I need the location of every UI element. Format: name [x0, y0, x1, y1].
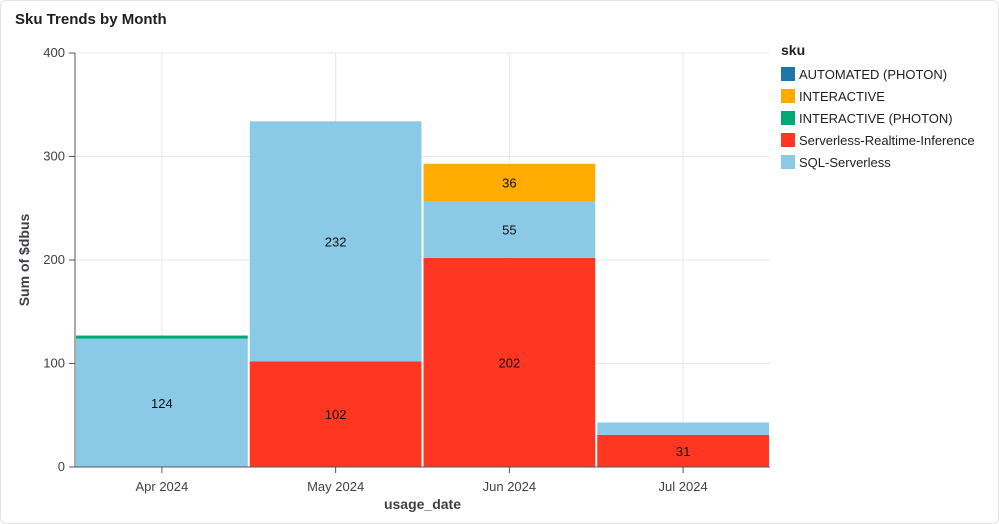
bar-sql-serverless-may-2024	[249, 121, 422, 362]
bar-interactive-jun-2024	[423, 163, 596, 202]
bar-serverless-realtime-inference-jun-2024	[423, 257, 596, 467]
bar-sql-serverless-apr-2024	[76, 338, 248, 467]
y-tick-label: 0	[58, 459, 65, 474]
legend-swatch-interactive	[781, 89, 795, 103]
legend-label-automated-photon: AUTOMATED (PHOTON)	[799, 67, 947, 82]
legend: sku AUTOMATED (PHOTON) INTERACTIVE INTERACT…	[781, 42, 975, 170]
x-tick-label: Apr 2024	[135, 479, 188, 494]
data-label: 124	[151, 396, 173, 411]
chart-title: Sku Trends by Month	[15, 11, 167, 28]
bar-sql-serverless-jun-2024	[423, 201, 596, 258]
data-label: 202	[499, 355, 521, 370]
x-tick-label: Jun 2024	[483, 479, 537, 494]
x-axis-title: usage_date	[384, 496, 461, 512]
legend-label-serverless-realtime-inference: Serverless-Realtime-Inference	[799, 133, 975, 148]
legend-title: sku	[781, 42, 805, 58]
legend-label-interactive: INTERACTIVE	[799, 89, 885, 104]
x-tick-label: Jul 2024	[659, 479, 708, 494]
data-labels: 124 102 232 202 55 36 31	[151, 175, 690, 459]
y-tick-label: 400	[43, 45, 65, 60]
legend-label-interactive-photon: INTERACTIVE (PHOTON)	[799, 111, 953, 126]
legend-swatch-sql-serverless	[781, 155, 795, 169]
y-tick-label: 100	[43, 356, 65, 371]
bar-interactive-photon-apr-2024	[76, 335, 248, 339]
legend-swatch-interactive-photon	[781, 111, 795, 125]
y-tick-label: 200	[43, 252, 65, 267]
data-label: 55	[502, 222, 516, 237]
bar-sql-serverless-jul-2024	[597, 422, 769, 435]
axes: 0 100 200 300 400 Apr 2024 May 2024 Jun 2024 Jul…	[16, 45, 770, 512]
bar-serverless-realtime-inference-jul-2024	[597, 434, 769, 467]
bar-serverless-realtime-inference-may-2024	[249, 361, 422, 467]
data-label: 36	[502, 175, 516, 190]
data-label: 102	[325, 407, 347, 422]
y-tick-label: 300	[43, 149, 65, 164]
data-label: 31	[676, 444, 690, 459]
data-label: 232	[325, 234, 347, 249]
x-tick-label: May 2024	[307, 479, 364, 494]
legend-label-sql-serverless: SQL-Serverless	[799, 155, 891, 170]
y-axis-title: Sum of $dbus	[16, 214, 32, 307]
legend-swatch-automated-photon	[781, 67, 795, 81]
legend-swatch-serverless-realtime-inference	[781, 133, 795, 147]
bars	[76, 121, 769, 467]
